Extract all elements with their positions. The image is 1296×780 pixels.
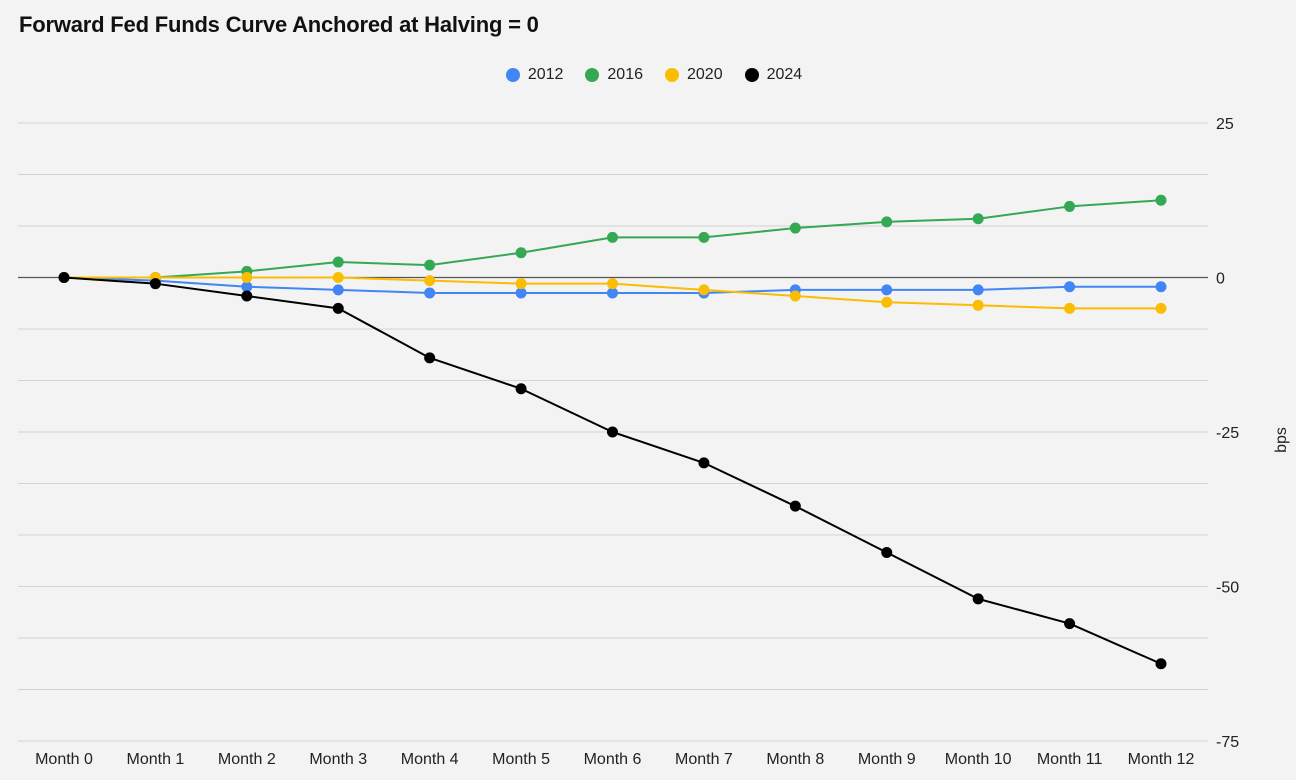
- data-point-2024[interactable]: [241, 290, 253, 302]
- y-tick-label: -75: [1216, 734, 1239, 751]
- data-point-2020[interactable]: [332, 272, 344, 283]
- x-tick-label: Month 12: [1128, 751, 1195, 768]
- x-tick-label: Month 2: [218, 751, 276, 768]
- data-point-2016[interactable]: [698, 231, 710, 243]
- data-point-2024[interactable]: [789, 500, 801, 512]
- data-point-2012[interactable]: [607, 287, 618, 299]
- legend-label: 2024: [766, 66, 803, 83]
- data-point-2024[interactable]: [698, 457, 710, 469]
- data-point-2012[interactable]: [241, 281, 253, 293]
- data-point-2020[interactable]: [515, 278, 527, 290]
- legend-marker: [585, 68, 600, 82]
- data-point-2016[interactable]: [789, 222, 801, 234]
- legend-label: 2020: [687, 66, 723, 83]
- data-point-2016[interactable]: [1064, 200, 1076, 212]
- series-line-2024: [63, 276, 1162, 665]
- data-point-2012[interactable]: [1155, 281, 1167, 293]
- legend: 2012 2016 2020 2024: [0, 66, 1296, 84]
- data-point-2020[interactable]: [789, 290, 801, 302]
- data-point-2016[interactable]: [424, 259, 436, 271]
- y-axis-ticks: 25 0 -25 -50 -75: [1216, 116, 1239, 751]
- series-2016: [58, 194, 1167, 283]
- x-tick-label: Month 0: [35, 751, 93, 768]
- x-tick-label: Month 10: [945, 751, 1012, 768]
- data-point-2020[interactable]: [1155, 302, 1167, 314]
- legend-item-2012[interactable]: 2012: [505, 66, 564, 84]
- data-point-2016[interactable]: [515, 247, 527, 259]
- y-tick-label: -50: [1216, 580, 1239, 597]
- chart-title: Forward Fed Funds Curve Anchored at Halv…: [19, 12, 539, 37]
- x-tick-label: Month 9: [858, 751, 916, 768]
- data-point-2012[interactable]: [515, 287, 527, 299]
- y-tick-label: -25: [1216, 425, 1239, 442]
- data-point-2024[interactable]: [424, 352, 436, 364]
- data-point-2012[interactable]: [424, 287, 436, 299]
- data-point-2024[interactable]: [607, 426, 618, 438]
- data-point-2024[interactable]: [972, 593, 984, 605]
- legend-marker: [505, 68, 520, 82]
- data-point-2024[interactable]: [881, 547, 893, 559]
- data-point-2012[interactable]: [332, 284, 344, 296]
- legend-label: 2012: [527, 66, 564, 83]
- x-tick-label: Month 1: [127, 751, 185, 768]
- data-point-2020[interactable]: [972, 299, 984, 311]
- y-axis-label: bps: [1273, 427, 1290, 453]
- data-point-2020[interactable]: [424, 275, 436, 287]
- y-tick-label: 25: [1216, 116, 1234, 133]
- x-tick-label: Month 3: [309, 751, 367, 768]
- data-point-2012[interactable]: [881, 284, 893, 296]
- y-tick-label: 0: [1216, 271, 1225, 288]
- x-tick-label: Month 8: [766, 751, 824, 768]
- x-tick-label: Month 6: [584, 751, 642, 768]
- legend-item-2024[interactable]: 2024: [744, 66, 803, 84]
- legend-label: 2016: [607, 66, 643, 83]
- data-point-2016[interactable]: [881, 216, 893, 228]
- legend-item-2020[interactable]: 2020: [665, 66, 723, 84]
- data-point-2016[interactable]: [1155, 194, 1167, 206]
- data-point-2012[interactable]: [972, 284, 984, 296]
- data-point-2024[interactable]: [58, 272, 70, 283]
- data-point-2024[interactable]: [149, 278, 161, 290]
- series-2024: [58, 272, 1167, 670]
- x-tick-label: Month 5: [492, 751, 550, 768]
- data-point-2024[interactable]: [1064, 618, 1076, 630]
- data-point-2016[interactable]: [607, 231, 618, 243]
- data-point-2020[interactable]: [698, 284, 710, 296]
- x-axis-ticks: Month 0 Month 1 Month 2 Month 3 Month 4 Month…: [35, 751, 1194, 768]
- x-tick-label: Month 11: [1037, 751, 1103, 768]
- series-group: [58, 194, 1167, 670]
- data-point-2024[interactable]: [1155, 658, 1167, 670]
- legend-marker: [665, 68, 679, 82]
- x-tick-label: Month 4: [401, 751, 459, 768]
- data-point-2012[interactable]: [1064, 281, 1076, 293]
- x-tick-label: Month 7: [675, 751, 733, 768]
- legend-item-2016[interactable]: 2016: [585, 66, 643, 84]
- data-point-2020[interactable]: [607, 278, 618, 290]
- data-point-2024[interactable]: [515, 383, 527, 395]
- data-point-2020[interactable]: [1064, 302, 1076, 314]
- legend-marker: [744, 68, 759, 82]
- data-point-2020[interactable]: [881, 296, 893, 308]
- data-point-2024[interactable]: [332, 302, 344, 314]
- data-point-2020[interactable]: [241, 272, 253, 283]
- data-point-2016[interactable]: [332, 256, 344, 268]
- data-point-2016[interactable]: [972, 213, 984, 225]
